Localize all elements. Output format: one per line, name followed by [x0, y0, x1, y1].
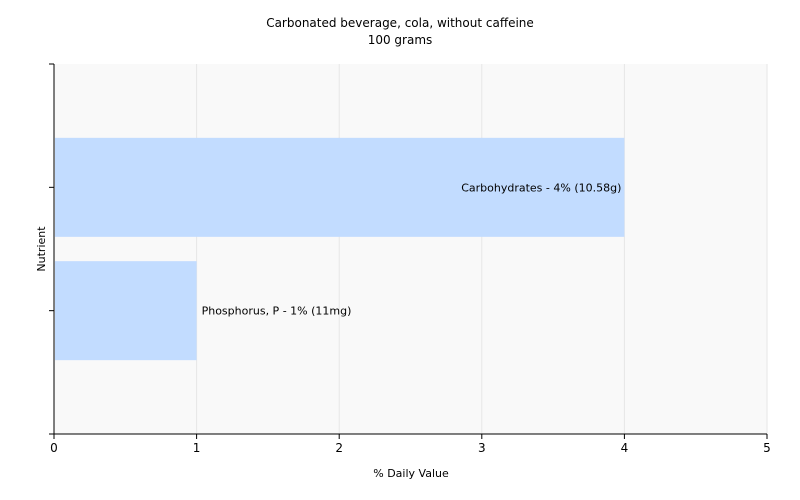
bar — [55, 261, 197, 361]
x-axis-label: % Daily Value — [373, 467, 449, 480]
bar-label: Phosphorus, P - 1% (11mg) — [202, 305, 352, 318]
x-tick-label: 2 — [335, 441, 343, 455]
chart-subtitle: 100 grams — [368, 33, 433, 47]
x-tick-label: 4 — [621, 441, 629, 455]
chart-title: Carbonated beverage, cola, without caffe… — [266, 16, 534, 30]
bar-label: Carbohydrates - 4% (10.58g) — [461, 181, 621, 194]
plot-area — [54, 64, 767, 434]
x-tick-label: 3 — [478, 441, 486, 455]
x-tick-label: 0 — [50, 441, 58, 455]
x-tick-label: 5 — [763, 441, 771, 455]
y-axis-label: Nutrient — [35, 226, 48, 272]
bar — [55, 137, 625, 237]
x-tick-label: 1 — [193, 441, 201, 455]
